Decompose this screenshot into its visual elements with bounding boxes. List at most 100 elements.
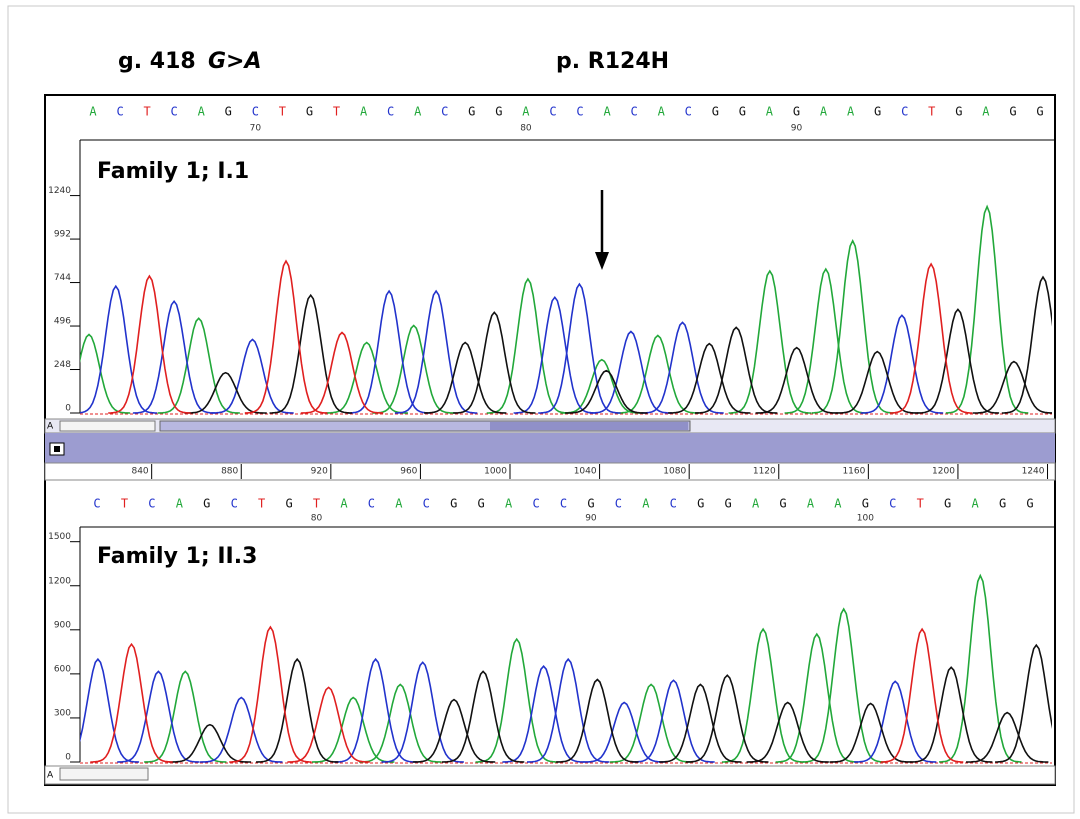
y-tick-label: 900	[54, 620, 71, 630]
base-call: A	[752, 497, 760, 511]
base-number: 80	[311, 514, 323, 524]
base-call: G	[944, 497, 951, 511]
base-call: G	[1009, 105, 1016, 119]
base-call: G	[225, 105, 232, 119]
trace-label: Family 1; I.1	[97, 159, 249, 184]
base-call: G	[468, 105, 475, 119]
base-call: C	[441, 105, 448, 119]
base-call: A	[658, 105, 666, 119]
base-call: G	[725, 497, 732, 511]
x-tick-label: 1160	[842, 467, 865, 477]
base-call: G	[862, 497, 869, 511]
protein-change: p. R124H	[556, 49, 669, 74]
toolbar-label: A	[47, 771, 54, 781]
base-call: C	[171, 105, 178, 119]
y-tick-label: 496	[54, 317, 71, 327]
base-call: T	[143, 105, 150, 119]
coding-change: G>A	[208, 49, 262, 74]
base-call: T	[928, 105, 935, 119]
base-call: G	[450, 497, 457, 511]
y-tick-label: 1240	[48, 186, 71, 196]
ruler-bar	[45, 433, 1055, 463]
base-call: C	[901, 105, 908, 119]
view-button-icon	[54, 446, 60, 452]
base-call: T	[313, 497, 320, 511]
x-tick-label: 960	[400, 467, 417, 477]
base-call: C	[532, 497, 539, 511]
base-number: 70	[250, 124, 262, 134]
base-call: G	[955, 105, 962, 119]
trace-label: Family 1; II.3	[97, 544, 257, 569]
coding-prefix: g. 418	[118, 49, 196, 74]
x-tick-label: 1240	[1022, 467, 1045, 477]
base-call: A	[505, 497, 513, 511]
base-call: A	[395, 497, 403, 511]
base-call: G	[203, 497, 210, 511]
base-call: A	[414, 105, 422, 119]
scroll-thumb[interactable]	[490, 422, 688, 430]
base-call: A	[642, 497, 650, 511]
base-call: C	[576, 105, 583, 119]
base-call: G	[478, 497, 485, 511]
base-call: A	[603, 105, 611, 119]
base-call: G	[779, 497, 786, 511]
base-call: A	[834, 497, 842, 511]
base-call: C	[670, 497, 677, 511]
base-call: C	[560, 497, 567, 511]
screenshot: g. 418 G>A p. R124H A A Family 1; I.1 A C T…	[0, 0, 1080, 819]
base-call: T	[917, 497, 924, 511]
base-call: G	[285, 497, 292, 511]
base-call: C	[889, 497, 896, 511]
base-call: T	[333, 105, 340, 119]
base-call: A	[766, 105, 774, 119]
base-call: C	[631, 105, 638, 119]
base-call: G	[1036, 105, 1043, 119]
base-call: C	[685, 105, 692, 119]
base-call: T	[279, 105, 286, 119]
y-tick-label: 1200	[48, 576, 71, 586]
y-tick-label: 300	[54, 708, 71, 718]
base-call: A	[847, 105, 855, 119]
y-tick-label: 1500	[48, 532, 71, 542]
x-tick-label: 1200	[932, 467, 955, 477]
y-tick-label: 992	[54, 230, 71, 240]
base-call: G	[793, 105, 800, 119]
base-call: C	[231, 497, 238, 511]
base-call: C	[423, 497, 430, 511]
base-call: A	[820, 105, 828, 119]
base-number: 100	[857, 514, 874, 524]
base-call: A	[340, 497, 348, 511]
x-tick-label: 1080	[663, 467, 686, 477]
base-call: A	[89, 105, 97, 119]
base-call: C	[368, 497, 375, 511]
toolbar-icons[interactable]	[60, 768, 148, 780]
x-tick-label: 920	[311, 467, 328, 477]
ruler	[45, 463, 1055, 480]
base-call: C	[387, 105, 394, 119]
base-call: C	[93, 497, 100, 511]
base-call: C	[252, 105, 259, 119]
y-tick-label: 600	[54, 664, 71, 674]
base-call: G	[495, 105, 502, 119]
base-call: G	[306, 105, 313, 119]
base-number: 80	[520, 124, 532, 134]
y-tick-label: 744	[54, 273, 71, 283]
base-number: 90	[585, 514, 597, 524]
base-call: G	[739, 105, 746, 119]
x-tick-label: 1040	[574, 467, 597, 477]
base-number: 90	[791, 124, 803, 134]
base-call: T	[121, 497, 128, 511]
y-tick-label: 0	[65, 753, 71, 763]
base-call: C	[148, 497, 155, 511]
toolbar-icons[interactable]	[60, 421, 155, 431]
base-call: A	[360, 105, 368, 119]
base-call: G	[587, 497, 594, 511]
x-tick-label: 1120	[753, 467, 776, 477]
frame	[8, 6, 1074, 813]
bottom-toolbar	[45, 766, 1055, 784]
base-call: A	[982, 105, 990, 119]
toolbar-label: A	[47, 422, 54, 432]
x-tick-label: 880	[221, 467, 238, 477]
base-call: A	[198, 105, 206, 119]
base-call: A	[972, 497, 980, 511]
